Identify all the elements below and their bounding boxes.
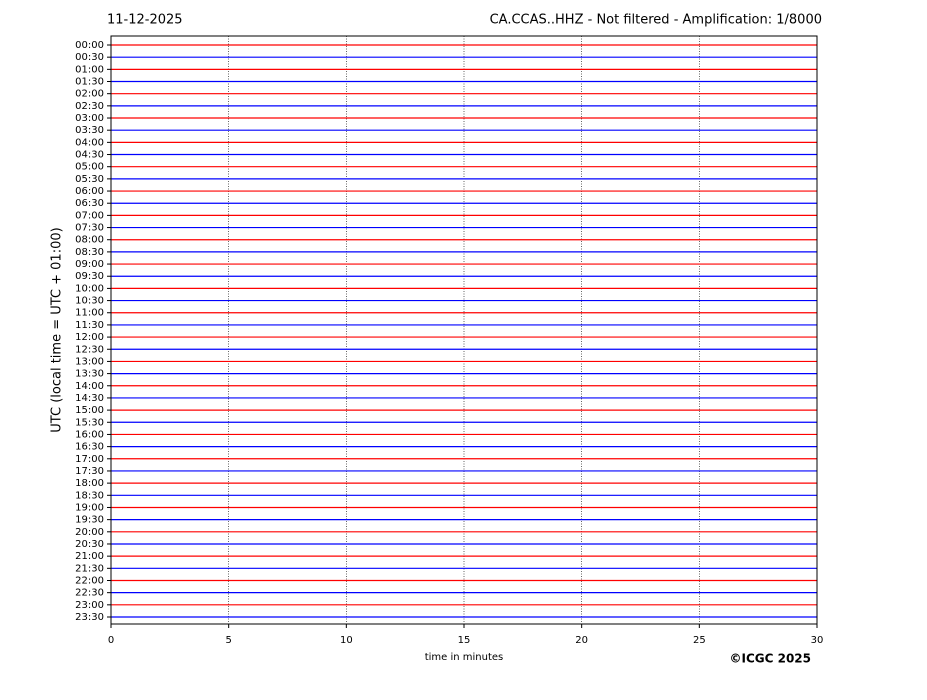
y-tick-label: 15:00 bbox=[75, 405, 104, 416]
y-tick-label: 17:00 bbox=[75, 454, 104, 465]
y-tick-label: 02:30 bbox=[75, 101, 104, 112]
y-tick-label: 08:00 bbox=[75, 235, 104, 246]
y-tick-label: 19:00 bbox=[75, 502, 104, 513]
y-tick-label: 22:00 bbox=[75, 575, 104, 586]
x-tick-label: 0 bbox=[108, 635, 114, 646]
x-axis-label: time in minutes bbox=[425, 652, 504, 663]
y-tick-label: 01:30 bbox=[75, 77, 104, 88]
x-tick-label: 10 bbox=[340, 635, 353, 646]
y-tick-label: 15:30 bbox=[75, 417, 104, 428]
y-tick-label: 19:30 bbox=[75, 515, 104, 526]
x-tick-label: 20 bbox=[575, 635, 588, 646]
y-tick-label: 18:30 bbox=[75, 490, 104, 501]
y-tick-label: 13:30 bbox=[75, 369, 104, 380]
y-tick-label: 23:00 bbox=[75, 600, 104, 611]
y-tick-label: 09:00 bbox=[75, 259, 104, 270]
y-tick-label: 06:00 bbox=[75, 186, 104, 197]
y-tick-label: 05:30 bbox=[75, 174, 104, 185]
x-tick-label: 25 bbox=[693, 635, 706, 646]
y-tick-label: 05:00 bbox=[75, 162, 104, 173]
y-tick-label: 08:30 bbox=[75, 247, 104, 258]
chart-subtitle: CA.CCAS..HHZ - Not filtered - Amplificat… bbox=[490, 13, 822, 28]
y-tick-label: 02:00 bbox=[75, 89, 104, 100]
credit: ©ICGC 2025 bbox=[729, 652, 811, 666]
plot-frame bbox=[110, 35, 818, 625]
y-tick-label: 11:30 bbox=[75, 320, 104, 331]
y-tick-label: 16:00 bbox=[75, 429, 104, 440]
y-tick-label: 22:30 bbox=[75, 588, 104, 599]
y-axis-label: UTC (local time = UTC + 01:00) bbox=[50, 227, 65, 432]
y-tick-label: 00:30 bbox=[75, 52, 104, 63]
y-tick-label: 14:30 bbox=[75, 393, 104, 404]
y-tick-label: 18:00 bbox=[75, 478, 104, 489]
y-tick-label: 10:00 bbox=[75, 283, 104, 294]
y-tick-label: 10:30 bbox=[75, 296, 104, 307]
y-tick-label: 07:00 bbox=[75, 210, 104, 221]
y-tick-label: 17:30 bbox=[75, 466, 104, 477]
y-tick-label: 14:00 bbox=[75, 381, 104, 392]
y-tick-label: 16:30 bbox=[75, 442, 104, 453]
y-tick-label: 07:30 bbox=[75, 223, 104, 234]
y-tick-label: 12:00 bbox=[75, 332, 104, 343]
x-tick-label: 30 bbox=[811, 635, 824, 646]
x-tick-label: 5 bbox=[225, 635, 231, 646]
y-tick-label: 12:30 bbox=[75, 344, 104, 355]
y-tick-label: 21:00 bbox=[75, 551, 104, 562]
y-tick-label: 13:00 bbox=[75, 356, 104, 367]
y-tick-label: 11:00 bbox=[75, 308, 104, 319]
y-tick-label: 04:00 bbox=[75, 137, 104, 148]
y-tick-label: 00:00 bbox=[75, 40, 104, 51]
y-tick-label: 09:30 bbox=[75, 271, 104, 282]
y-tick-label: 01:00 bbox=[75, 64, 104, 75]
y-tick-label: 20:00 bbox=[75, 527, 104, 538]
chart-title: 11-12-2025 bbox=[107, 13, 183, 28]
y-tick-label: 04:30 bbox=[75, 150, 104, 161]
y-tick-label: 03:30 bbox=[75, 125, 104, 136]
y-tick-label: 03:00 bbox=[75, 113, 104, 124]
y-tick-label: 20:30 bbox=[75, 539, 104, 550]
y-tick-label: 21:30 bbox=[75, 563, 104, 574]
y-tick-label: 06:30 bbox=[75, 198, 104, 209]
y-tick-label: 23:30 bbox=[75, 612, 104, 623]
x-tick-label: 15 bbox=[458, 635, 471, 646]
